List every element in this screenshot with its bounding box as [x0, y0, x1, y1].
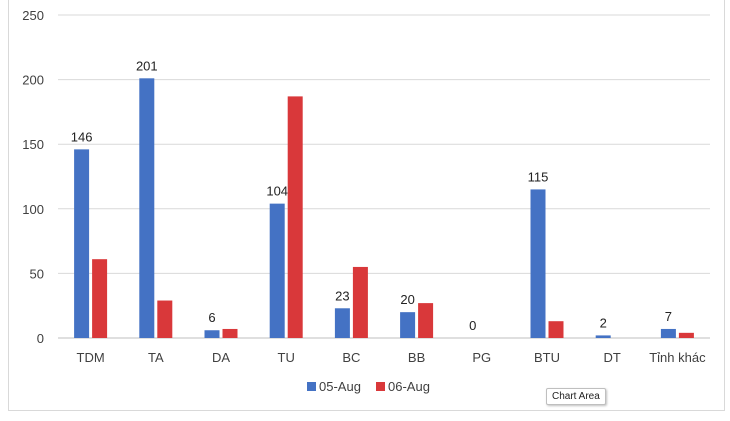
- y-tick-label: 50: [30, 266, 44, 281]
- bar-05-aug-tu: [269, 203, 285, 338]
- bar-06-aug-btu: [548, 321, 564, 338]
- bar-05-aug-da: [204, 330, 220, 338]
- x-tick-label: TU: [278, 350, 295, 365]
- x-tick-label: TDM: [77, 350, 105, 365]
- bar-05-aug-bb: [400, 312, 416, 338]
- y-tick-label: 0: [37, 331, 44, 346]
- x-tick-label: BTU: [534, 350, 560, 365]
- y-tick-label: 100: [22, 202, 44, 217]
- data-label: 23: [335, 288, 349, 303]
- y-tick-label: 150: [22, 137, 44, 152]
- legend-label: 06-Aug: [388, 379, 430, 394]
- legend-swatch: [307, 382, 316, 391]
- data-label: 0: [469, 318, 476, 333]
- bar-06-aug-bc: [352, 266, 368, 338]
- y-tick-label: 250: [22, 8, 44, 23]
- x-tick-label: TA: [148, 350, 164, 365]
- data-label: 201: [136, 58, 158, 73]
- bar-05-aug-bc: [334, 308, 350, 338]
- x-tick-label: BB: [408, 350, 425, 365]
- data-label: 104: [266, 184, 288, 199]
- data-label: 146: [71, 129, 93, 144]
- bar-05-aug-ta: [139, 78, 155, 339]
- bar-06-aug-ta: [157, 300, 173, 338]
- data-label: 6: [208, 310, 215, 325]
- data-label: 7: [665, 309, 672, 324]
- chart-area[interactable]: [8, 0, 725, 411]
- bar-05-aug-tdm: [74, 149, 90, 338]
- chart-area-tooltip: Chart Area: [546, 388, 606, 405]
- bar-06-aug-bb: [418, 303, 434, 338]
- bar-06-aug-tu: [287, 96, 303, 338]
- data-label: 2: [600, 315, 607, 330]
- x-tick-label: PG: [472, 350, 491, 365]
- legend-swatch: [376, 382, 385, 391]
- x-tick-label: BC: [342, 350, 360, 365]
- data-label: 115: [528, 169, 549, 184]
- bar-06-aug-tỉnh-khác: [678, 332, 694, 338]
- legend-label: 05-Aug: [319, 379, 361, 394]
- bar-05-aug-btu: [530, 189, 546, 338]
- x-tick-label: Tỉnh khác: [649, 350, 706, 365]
- x-tick-label: DT: [604, 350, 621, 365]
- bar-06-aug-tdm: [92, 259, 108, 338]
- bar-06-aug-da: [222, 328, 238, 338]
- y-tick-label: 200: [22, 73, 44, 88]
- x-tick-label: DA: [212, 350, 230, 365]
- bar-05-aug-tỉnh-khác: [660, 328, 676, 338]
- data-label: 20: [400, 292, 414, 307]
- bar-05-aug-dt: [595, 335, 611, 338]
